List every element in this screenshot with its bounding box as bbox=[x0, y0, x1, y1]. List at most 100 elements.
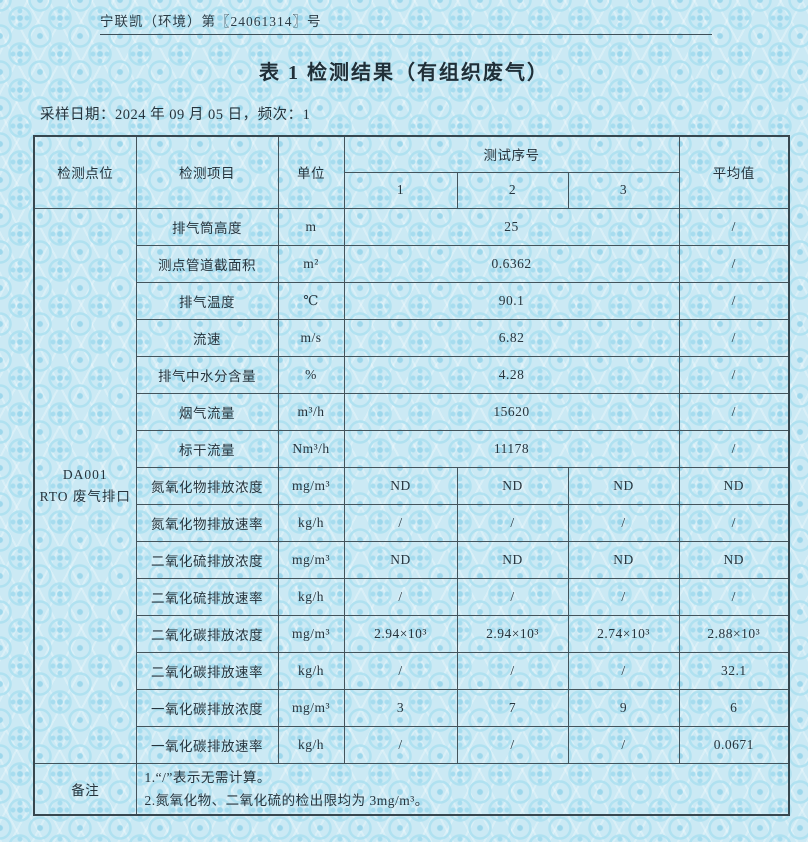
item-cell: 氮氧化物排放浓度 bbox=[135, 466, 279, 505]
sample-date-line: 采样日期：2024 年 09 月 05 日，频次：1 bbox=[40, 107, 311, 123]
unit-cell: mg/m³ bbox=[277, 540, 345, 579]
doc-number-text: 宁联凯（环境）第〖24061314〗号 bbox=[100, 14, 322, 29]
table-row: 二氧化硫排放浓度 mg/m³ ND ND ND ND bbox=[34, 540, 790, 579]
average-cell: / bbox=[678, 244, 790, 283]
monitoring-point-cell: DA001 RTO 废气排口 bbox=[33, 207, 137, 764]
item-cell: 测点管道截面积 bbox=[135, 244, 279, 283]
value-cell: 7 bbox=[456, 688, 569, 727]
item-cell: 烟气流量 bbox=[135, 392, 279, 431]
table-row: DA001 RTO 废气排口 排气筒高度 m 25/ bbox=[33, 207, 790, 764]
col-header-average: 平均值 bbox=[678, 135, 790, 209]
average-cell: ND bbox=[678, 540, 790, 579]
average-cell: ND bbox=[678, 466, 790, 505]
item-cell: 二氧化碳排放浓度 bbox=[135, 614, 279, 653]
value-cell: / bbox=[567, 503, 680, 542]
value-cell: ND bbox=[343, 540, 458, 579]
average-cell: 2.88×10³ bbox=[678, 614, 790, 653]
value-cell: / bbox=[343, 577, 458, 616]
col-header-point: 检测点位 bbox=[33, 135, 137, 209]
unit-cell: m³/h bbox=[277, 392, 345, 431]
value-cell: 15620 bbox=[343, 392, 680, 431]
value-cell: 6.82 bbox=[343, 318, 680, 357]
value-cell: / bbox=[567, 577, 680, 616]
unit-cell: ℃ bbox=[277, 281, 345, 320]
unit-cell: Nm³/h bbox=[277, 429, 345, 468]
table-header: 检测点位 检测项目 单位 测试序号 平均值 1 2 3 bbox=[33, 135, 790, 209]
item-cell: 流速 bbox=[135, 318, 279, 357]
location-line-2: RTO 废气排口 bbox=[39, 488, 131, 504]
unit-cell: mg/m³ bbox=[277, 466, 345, 505]
unit-cell: kg/h bbox=[277, 651, 345, 690]
item-cell: 二氧化硫排放浓度 bbox=[135, 540, 279, 579]
table-row: 测点管道截面积 m² 0.6362/ bbox=[34, 244, 790, 283]
doc-number: 宁联凯（环境）第〖24061314〗号 bbox=[100, 10, 712, 35]
value-cell: ND bbox=[456, 466, 569, 505]
page-title: 表 1 检测结果（有组织废气） bbox=[259, 62, 549, 84]
unit-cell: mg/m³ bbox=[277, 614, 345, 653]
value-cell: ND bbox=[567, 466, 680, 505]
value-cell: 2.74×10³ bbox=[567, 614, 680, 653]
average-cell: 32.1 bbox=[678, 651, 790, 690]
table-row: 一氧化碳排放浓度 mg/m³ 3 7 9 6 bbox=[34, 688, 790, 727]
item-cell: 二氧化碳排放速率 bbox=[135, 651, 279, 690]
unit-cell: kg/h bbox=[277, 577, 345, 616]
table-row: 二氧化碳排放浓度 mg/m³ 2.94×10³ 2.94×10³ 2.74×10³ 2.8… bbox=[34, 614, 790, 653]
table-row: 烟气流量 m³/h 15620/ bbox=[34, 392, 790, 431]
note-section: 备注 1.“/”表示无需计算。 2.氮氧化物、二氧化硫的检出限均为 3mg/m³… bbox=[33, 762, 790, 816]
value-cell: 3 bbox=[343, 688, 458, 727]
col-header-test-3: 3 bbox=[567, 171, 680, 209]
unit-cell: mg/m³ bbox=[277, 688, 345, 727]
table-row: 排气温度 ℃ 90.1/ bbox=[34, 281, 790, 320]
value-cell: / bbox=[456, 577, 569, 616]
value-cell: 2.94×10³ bbox=[456, 614, 569, 653]
col-header-test-1: 1 bbox=[343, 171, 458, 209]
value-cell: 4.28 bbox=[343, 355, 680, 394]
value-cell: / bbox=[456, 651, 569, 690]
value-cell: ND bbox=[456, 540, 569, 579]
unit-cell: % bbox=[277, 355, 345, 394]
value-cell: ND bbox=[343, 466, 458, 505]
unit-cell: m bbox=[277, 207, 345, 246]
unit-cell: kg/h bbox=[277, 725, 345, 764]
value-cell: 11178 bbox=[343, 429, 680, 468]
average-cell: / bbox=[678, 577, 790, 616]
average-cell: / bbox=[678, 355, 790, 394]
header-row-1: 检测点位 检测项目 单位 测试序号 平均值 bbox=[33, 135, 790, 209]
item-cell: 标干流量 bbox=[135, 429, 279, 468]
note-line-1: 1.“/”表示无需计算。 bbox=[144, 769, 271, 785]
value-cell: 25 bbox=[343, 207, 680, 246]
note-label-cell: 备注 bbox=[33, 762, 137, 816]
unit-cell: m/s bbox=[277, 318, 345, 357]
average-cell: / bbox=[678, 318, 790, 357]
table-row: 排气中水分含量% 4.28/ bbox=[34, 355, 790, 394]
value-cell: 9 bbox=[567, 688, 680, 727]
item-cell: 排气温度 bbox=[135, 281, 279, 320]
value-cell: 0.6362 bbox=[343, 244, 680, 283]
col-header-unit: 单位 bbox=[277, 135, 345, 209]
location-line-1: DA001 bbox=[62, 466, 108, 482]
table-row: 标干流量 Nm³/h 11178/ bbox=[34, 429, 790, 468]
col-header-item: 检测项目 bbox=[135, 135, 279, 209]
table-row: 氮氧化物排放速率 kg/h / / / / bbox=[34, 503, 790, 542]
table-body: DA001 RTO 废气排口 排气筒高度 m 25/测点管道截面积 m² 0.6362/排气… bbox=[33, 207, 790, 764]
value-cell: / bbox=[343, 725, 458, 764]
col-header-test-group: 测试序号 bbox=[343, 135, 680, 173]
note-row: 备注 1.“/”表示无需计算。 2.氮氧化物、二氧化硫的检出限均为 3mg/m³… bbox=[33, 762, 790, 816]
average-cell: 6 bbox=[678, 688, 790, 727]
value-cell: / bbox=[343, 651, 458, 690]
average-cell: / bbox=[678, 429, 790, 468]
value-cell: 2.94×10³ bbox=[343, 614, 458, 653]
table-row: 二氧化碳排放速率 kg/h / //32.1 bbox=[34, 651, 790, 690]
table-row: 流速 m/s 6.82/ bbox=[34, 318, 790, 357]
table-row: 一氧化碳排放速率 kg/h / //0.0671 bbox=[34, 725, 790, 764]
average-cell: / bbox=[678, 503, 790, 542]
item-cell: 氮氧化物排放速率 bbox=[135, 503, 279, 542]
average-cell: / bbox=[678, 392, 790, 431]
average-cell: / bbox=[678, 281, 790, 320]
item-cell: 排气筒高度 bbox=[135, 207, 279, 246]
value-cell: / bbox=[567, 651, 680, 690]
table-row: 二氧化硫排放速率 kg/h / / / / bbox=[34, 577, 790, 616]
value-cell: / bbox=[343, 503, 458, 542]
results-table: 检测点位 检测项目 单位 测试序号 平均值 1 2 3 DA001 RTO 废气排… bbox=[33, 135, 790, 816]
